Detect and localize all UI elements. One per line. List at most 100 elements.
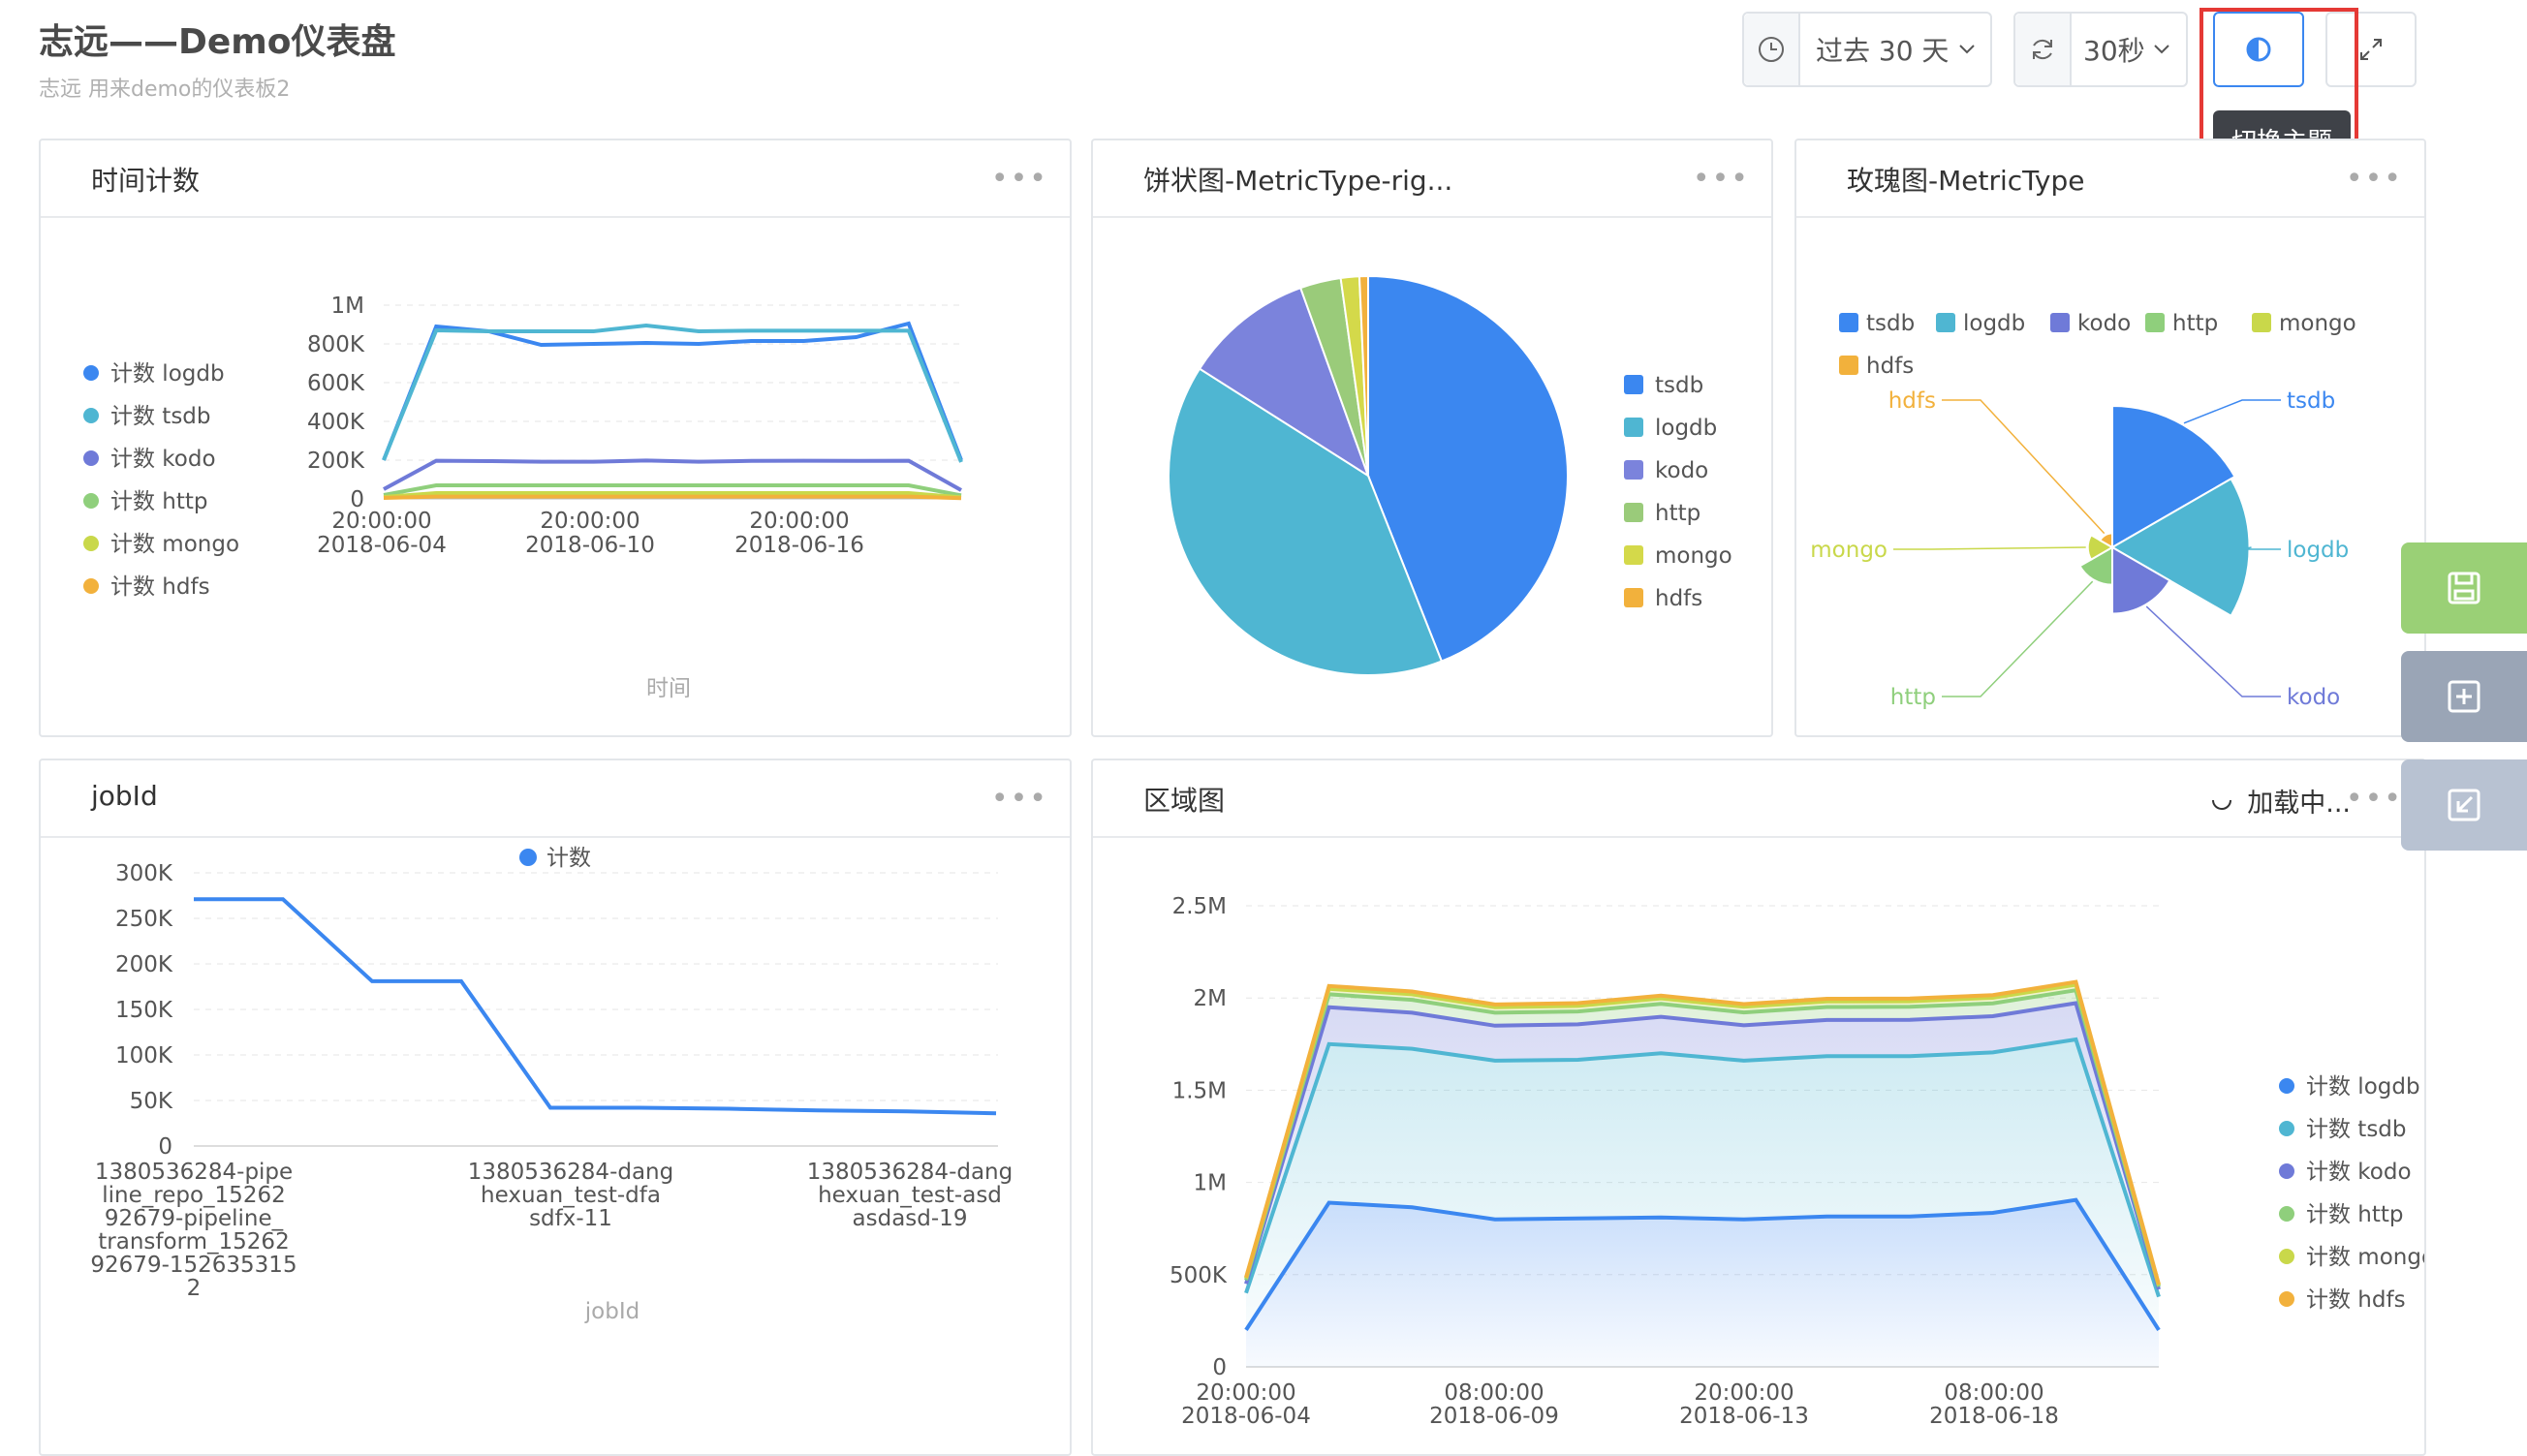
slice-label: kodo	[2287, 685, 2340, 710]
page-title: 志远——Demo仪表盘	[39, 22, 396, 62]
legend-label: http	[1655, 501, 1700, 526]
chevron-down-icon	[2153, 45, 2169, 54]
legend-marker	[1624, 503, 1643, 522]
y-tick-label: 2M	[1194, 986, 1227, 1011]
legend-label: 计数 logdb	[110, 361, 225, 387]
more-icon[interactable]: •••	[990, 162, 1048, 196]
x-tick-label: 1380536284-pipe line_repo_15262 92679-pipe…	[90, 1160, 296, 1301]
save-button[interactable]	[2401, 542, 2527, 634]
refresh-interval-label: 30秒	[2083, 35, 2145, 67]
legend-label: 计数 http	[2306, 1202, 2404, 1227]
pie-slice	[1357, 274, 1369, 477]
y-tick-label: 1M	[331, 294, 364, 319]
fullscreen-button[interactable]	[2325, 12, 2417, 87]
rose-slice	[2086, 533, 2114, 562]
time-range-label: 过去 30 天	[1816, 35, 1950, 67]
import-icon	[2448, 789, 2480, 821]
legend-label: hdfs	[1866, 354, 1914, 379]
line-chart: 0 200K 400K 600K 800K 1M 20:00:00 2018-06-04 20:…	[83, 294, 963, 701]
y-tick-label: 500K	[1170, 1263, 1228, 1288]
y-tick-label: 200K	[115, 952, 173, 977]
legend-label: mongo	[1655, 543, 1732, 569]
refresh-interval-picker[interactable]: 30秒	[2013, 12, 2188, 87]
y-tick-label: 0	[158, 1134, 172, 1160]
card-title: 时间计数	[91, 165, 201, 197]
x-axis-title: jobId	[584, 1299, 640, 1324]
legend-marker	[83, 536, 99, 551]
legend-marker	[2279, 1206, 2294, 1222]
card-area: 区域图 加载中... ••• 0 500K 1M 1.5M 2M 2.5M 20:00:00…	[1091, 759, 2426, 1456]
more-icon[interactable]: •••	[990, 782, 1048, 816]
y-tick-label: 50K	[130, 1089, 173, 1114]
slice-label: logdb	[2287, 538, 2349, 563]
legend-label: logdb	[1655, 416, 1717, 441]
card-time-count: 时间计数 ••• 0 200K 400K 600K 800K 1M 20:00:00 2018…	[39, 139, 1072, 737]
x-axis-title: 时间	[646, 676, 691, 701]
legend-label: hdfs	[1655, 586, 1702, 611]
legend-label: kodo	[2077, 311, 2131, 336]
card-header: 玫瑰图-MetricType •••	[1796, 140, 2424, 218]
x-tick-label: 20:00:00 2018-06-13	[1679, 1380, 1809, 1429]
line-chart: 0 50K 100K 150K 200K 250K 300K 计数 1380536284-pip…	[90, 846, 1013, 1324]
legend-label: 计数 hdfs	[2306, 1287, 2406, 1313]
rose-slice	[2098, 532, 2113, 549]
series-line	[1244, 1037, 2161, 1298]
legend-label: 计数 tsdb	[2306, 1117, 2407, 1142]
y-tick-label: 600K	[307, 371, 365, 396]
legend-marker	[1624, 418, 1643, 437]
legend-marker	[2252, 313, 2271, 332]
series-line	[383, 494, 962, 501]
chevron-down-icon	[1959, 45, 1976, 54]
y-tick-label: 400K	[307, 410, 365, 435]
contrast-icon	[2246, 37, 2271, 62]
card-header: 区域图 加载中... •••	[1093, 760, 2424, 838]
series-line	[1244, 979, 2161, 1286]
more-icon[interactable]: •••	[2345, 162, 2403, 196]
pie-slice	[1198, 286, 1370, 479]
more-icon[interactable]: •••	[2345, 782, 2403, 816]
rose-chart: tsdb logdb kodo http mongo hdfs tsdb logdb kodo h…	[1810, 311, 2356, 710]
area-chart: 0 500K 1M 1.5M 2M 2.5M 20:00:00 2018-06-04 08:00…	[1170, 894, 2424, 1429]
theme-toggle-button[interactable]	[2213, 12, 2304, 87]
y-tick-label: 150K	[115, 998, 173, 1023]
pie-slice	[1168, 367, 1444, 676]
save-icon	[2448, 572, 2480, 604]
legend-label: 计数 kodo	[2306, 1160, 2412, 1185]
card-header: 时间计数 •••	[41, 140, 1070, 218]
legend-label: mongo	[2279, 311, 2356, 336]
legend-label: tsdb	[1866, 311, 1915, 336]
legend-label: 计数 kodo	[110, 447, 216, 472]
legend-marker	[83, 408, 99, 423]
x-tick-label: 08:00:00 2018-06-18	[1929, 1380, 2059, 1429]
legend-marker	[1624, 375, 1643, 394]
legend-label: 计数 hdfs	[110, 574, 210, 600]
leader-line	[2145, 605, 2281, 697]
slice-label: hdfs	[1888, 388, 1936, 414]
legend-label: kodo	[1655, 458, 1708, 483]
page-subtitle: 志远 用来demo的仪表板2	[39, 77, 291, 102]
card-title: 区域图	[1143, 785, 1226, 817]
add-panel-button[interactable]	[2401, 651, 2527, 742]
more-icon[interactable]: •••	[1692, 162, 1750, 196]
legend-marker	[83, 578, 99, 594]
series-line	[383, 491, 962, 500]
leader-line	[2241, 546, 2281, 550]
import-button[interactable]	[2401, 759, 2527, 851]
slice-label: http	[1890, 685, 1936, 710]
series-line	[383, 458, 962, 492]
card-title: jobId	[91, 780, 158, 812]
area-fill	[1246, 1199, 2159, 1367]
legend-marker	[1624, 588, 1643, 607]
time-range-picker[interactable]: 过去 30 天	[1742, 12, 1992, 87]
legend-label: 计数 mongo	[2306, 1245, 2424, 1270]
area-fill	[1246, 1039, 2159, 1330]
area-fill	[1246, 1003, 2159, 1297]
x-tick-label: 20:00:00 2018-06-16	[734, 509, 864, 558]
series-line	[1244, 987, 2161, 1287]
x-tick-label: 20:00:00 2018-06-04	[1181, 1380, 1311, 1429]
slice-label: mongo	[1810, 538, 1887, 563]
legend-label: 计数 http	[110, 489, 208, 514]
card-pie: 饼状图-MetricType-rig... ••• tsdb logdb kodo h…	[1091, 139, 1773, 737]
rose-slice	[2111, 404, 2236, 549]
card-header: jobId •••	[41, 760, 1070, 838]
